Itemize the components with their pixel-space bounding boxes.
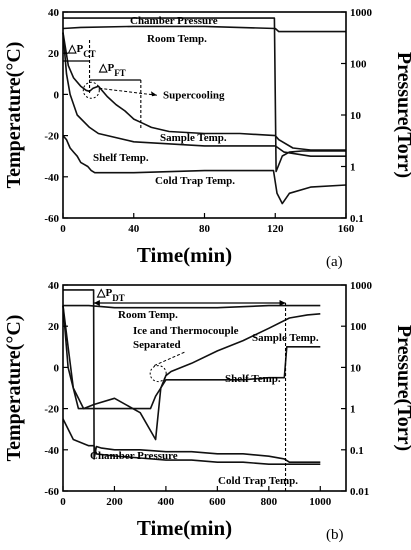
separation-circle (149, 365, 167, 383)
arrow-head (279, 300, 286, 306)
y2-tick-label: 0.1 (350, 213, 364, 225)
y-axis-title: Temperature(°C) (3, 315, 25, 462)
y2-tick-label: 10 (350, 362, 362, 374)
panel-label: (a) (326, 254, 343, 270)
y-tick-label: -20 (44, 131, 59, 143)
series-line-sample-temp (62, 305, 321, 441)
supercooling-label: Supercooling (163, 89, 225, 101)
series-line-cold-trap-temp (62, 418, 321, 466)
arrow-head (93, 300, 100, 306)
x-tick-label: 600 (209, 496, 226, 508)
y2-tick-label: 1000 (350, 7, 373, 19)
y-tick-label: -60 (44, 486, 59, 498)
y2-tick-label: 1 (350, 162, 356, 174)
x-tick-label: 0 (60, 496, 66, 508)
series-line-room-temp (62, 25, 346, 33)
y2-axis-title: Pressure(Torr) (393, 52, 411, 178)
y-tick-label: -40 (44, 172, 59, 184)
y-tick-label: 40 (48, 7, 60, 19)
ice-separated-label-line2: Separated (133, 339, 181, 351)
plot-frame (62, 284, 347, 492)
x-tick-label: 400 (158, 496, 175, 508)
series-line-shelf-temp (62, 305, 321, 410)
series-label-chamber-pressure: Chamber Pressure (130, 15, 218, 27)
chart-panel-b: 0 200 400 600 800 100040200-20-40-60100010010… (3, 280, 411, 543)
series-line-chamber-pressure (63, 289, 321, 464)
y2-tick-label: 10 (350, 110, 362, 122)
y2-tick-label: 1000 (350, 280, 373, 292)
series-label-chamber-pressure: Chamber Pressure (90, 450, 178, 462)
delta-p-ct-label: △PCT (67, 43, 96, 59)
series-line-chamber-pressure (63, 17, 346, 173)
y2-axis-title: Pressure(Torr) (393, 325, 411, 451)
x-axis-title: Time(min) (137, 516, 232, 540)
supercooling-circle (82, 81, 100, 99)
series-label-cold-trap-temp: Cold Trap Temp. (218, 475, 298, 487)
delta-p-ft-label: △PFT (98, 62, 126, 78)
y-tick-label: -60 (44, 213, 59, 225)
x-tick-label: 1000 (309, 496, 332, 508)
delta-p-dt-label: △PDT (96, 287, 125, 303)
y-tick-label: 0 (54, 362, 60, 374)
y-axis-title: Temperature(°C) (3, 42, 25, 189)
y-tick-label: 0 (54, 89, 60, 101)
x-tick-label: 40 (128, 223, 140, 235)
y2-tick-label: 0.01 (350, 486, 369, 498)
y2-tick-label: 0.1 (350, 445, 364, 457)
series-label-shelf-temp: Shelf Temp. (225, 373, 281, 385)
ice-separated-label: Ice and Thermocouple (133, 325, 239, 337)
y2-tick-label: 1 (350, 404, 356, 416)
series-label-room-temp: Room Temp. (147, 33, 207, 45)
y-tick-label: -20 (44, 404, 59, 416)
arrow-head (151, 91, 157, 97)
series-label-sample-temp: Sample Temp. (160, 132, 227, 144)
series-line-room-temp (63, 304, 321, 309)
y2-tick-label: 100 (350, 59, 367, 71)
x-tick-label: 800 (261, 496, 278, 508)
supercooling-arrow (99, 87, 158, 96)
series-label-shelf-temp: Shelf Temp. (93, 152, 149, 164)
series-line-shelf-temp (62, 32, 346, 157)
x-tick-label: 0 (60, 223, 66, 235)
x-tick-label: 200 (106, 496, 123, 508)
y-tick-label: -40 (44, 445, 59, 457)
separation-arrow (153, 351, 186, 367)
y-tick-label: 40 (48, 280, 60, 292)
series-line-cold-trap-temp (62, 135, 347, 205)
y-tick-label: 20 (48, 321, 60, 333)
x-tick-label: 80 (199, 223, 211, 235)
chart-panel-a: 0 40 80 120 160 40 20 0 -20 -40 -60 1000 100 10 1 0.1 Ti… (3, 7, 411, 270)
y-tick-label: 20 (48, 48, 60, 60)
series-label-cold-trap-temp: Cold Trap Temp. (155, 175, 235, 187)
x-tick-label: 160 (338, 223, 355, 235)
series-line-sample-temp (62, 32, 346, 151)
panel-label: (b) (326, 527, 344, 543)
x-tick-label: 120 (267, 223, 284, 235)
y2-tick-label: 100 (350, 321, 367, 333)
x-axis-title: Time(min) (137, 243, 232, 267)
series-label-room-temp: Room Temp. (118, 309, 178, 321)
